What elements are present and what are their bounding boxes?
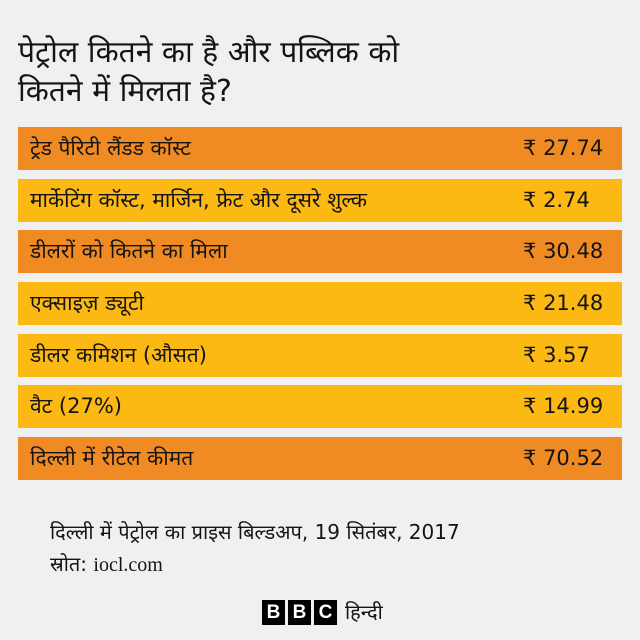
currency-symbol: ₹ [523,394,537,419]
currency-symbol: ₹ [523,342,537,367]
brand-language: हिन्दी [345,600,383,624]
page-title: पेट्रोल कितने का है और पब्लिक को कितने म… [18,33,622,111]
row-amount: 21.48 [543,290,604,315]
row-label: डीलर कमिशन (औसत) [30,342,207,367]
row-amount: 2.74 [543,187,590,212]
source-line: स्रोत: iocl.com [50,550,163,579]
row-amount: 30.48 [543,239,604,264]
title-line-2: कितने में मिलता है? [18,74,232,109]
row-value: ₹ 70.52 [523,437,603,480]
source-label: स्रोत: [50,552,88,576]
row-value: ₹ 3.57 [523,334,590,377]
price-breakdown-table: ट्रेड पैरिटी लैंडड कॉस्ट ₹ 27.74 मार्केट… [18,127,622,480]
row-amount: 70.52 [543,445,604,470]
row-dealer-commission: डीलर कमिशन (औसत) ₹ 3.57 [18,333,622,377]
currency-symbol: ₹ [523,445,537,470]
row-delhi-retail-price: दिल्ली में रीटेल कीमत ₹ 70.52 [18,436,622,480]
row-value: ₹ 27.74 [523,127,603,170]
row-value: ₹ 21.48 [523,282,603,325]
row-label: ट्रेड पैरिटी लैंडड कॉस्ट [30,136,191,160]
bbc-logo-letter: C [314,600,337,625]
row-label: एक्साइज़ ड्यूटी [30,290,144,315]
row-marketing-cost-margin-freight: मार्केटिंग कॉस्ट, मार्जिन, फ्रेट और दूसर… [18,178,622,222]
row-trade-parity-landed-cost: ट्रेड पैरिटी लैंडड कॉस्ट ₹ 27.74 [18,127,622,170]
row-amount: 27.74 [543,136,604,160]
row-value: ₹ 14.99 [523,385,603,428]
source-text: iocl.com [93,554,163,576]
row-value: ₹ 2.74 [523,179,590,222]
bbc-logo-letter: B [262,600,285,625]
currency-symbol: ₹ [523,187,537,212]
row-amount: 14.99 [543,394,604,419]
bbc-hindi-logo: B B C हिन्दी [262,600,383,625]
row-value: ₹ 30.48 [523,230,603,273]
row-amount: 3.57 [543,342,590,367]
row-excise-duty: एक्साइज़ ड्यूटी ₹ 21.48 [18,281,622,325]
row-label: दिल्ली में रीटेल कीमत [30,445,194,470]
row-dealer-price: डीलरों को कितने का मिला ₹ 30.48 [18,230,622,274]
bbc-logo-letter: B [288,600,311,625]
title-line-1: पेट्रोल कितने का है और पब्लिक को [18,35,400,70]
row-label: वैट (27%) [30,394,122,419]
row-label: मार्केटिंग कॉस्ट, मार्जिन, फ्रेट और दूसर… [30,187,368,212]
currency-symbol: ₹ [523,290,537,315]
row-vat: वैट (27%) ₹ 14.99 [18,385,622,429]
currency-symbol: ₹ [523,239,537,264]
row-label: डीलरों को कितने का मिला [30,239,228,264]
currency-symbol: ₹ [523,136,537,160]
chart-caption: दिल्ली में पेट्रोल का प्राइस बिल्डअप, 19… [50,520,460,544]
